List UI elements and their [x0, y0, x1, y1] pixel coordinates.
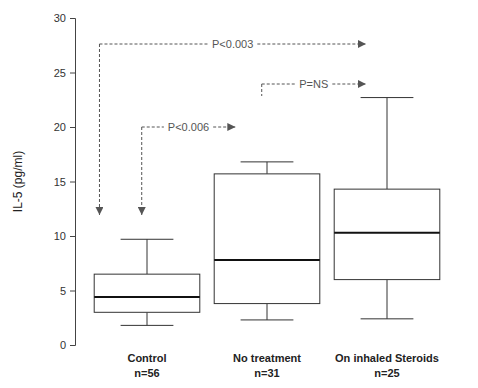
lower-whisker [387, 280, 388, 319]
category-note: n=31 [254, 367, 279, 379]
box-group [94, 239, 200, 325]
comparison-arrow [332, 84, 366, 85]
box-group [334, 98, 440, 319]
y-tick: 30 [54, 12, 75, 24]
category-note: n=25 [374, 367, 399, 379]
y-tick-mark [70, 18, 75, 19]
y-axis-line [70, 19, 76, 346]
comparison: P=NS [262, 78, 366, 96]
y-tick-mark [70, 345, 75, 346]
comparison-arrow [257, 44, 366, 45]
upper-whisker [267, 162, 268, 174]
upper-whisker [387, 98, 388, 190]
box [214, 174, 320, 304]
upper-cap [241, 161, 294, 162]
comparison-line [262, 84, 296, 85]
comparison-label: P=NS [299, 78, 328, 90]
comparison-drop [141, 127, 142, 215]
lower-whisker [147, 312, 148, 325]
y-axis: 0 5 10 15 20 25 30 [54, 12, 76, 351]
y-tick-mark [70, 291, 75, 292]
box [94, 274, 200, 312]
comparison-label: P<0.006 [168, 121, 209, 133]
y-tick: 25 [54, 67, 75, 79]
y-tick-label: 20 [54, 121, 66, 133]
lower-cap [361, 318, 414, 319]
median [94, 296, 200, 298]
lower-whisker [267, 304, 268, 320]
lower-cap [241, 319, 294, 320]
y-tick-label: 0 [60, 339, 66, 351]
y-tick-mark [70, 127, 75, 128]
box [334, 189, 440, 279]
comparison-line [99, 44, 208, 45]
comparison-label: P<0.003 [212, 38, 253, 50]
chart: 0 5 10 15 20 25 30 IL-5 (pg/ml) Control n=56 No tr… [0, 0, 478, 388]
upper-cap [121, 239, 174, 240]
y-tick-mark [70, 182, 75, 183]
y-tick-label: 5 [60, 285, 66, 297]
upper-whisker [147, 239, 148, 274]
category-label: No treatment [233, 352, 301, 364]
category-note: n=56 [134, 367, 159, 379]
y-tick: 20 [54, 121, 75, 133]
lower-cap [121, 325, 174, 326]
median [214, 259, 320, 261]
y-tick: 5 [60, 285, 75, 297]
boxes [94, 98, 440, 326]
y-tick-mark [70, 73, 75, 74]
comparison: P<0.003 [99, 38, 365, 215]
comparison: P<0.006 [142, 121, 236, 215]
comparison-line [142, 127, 164, 128]
y-tick-label: 15 [54, 176, 66, 188]
y-tick-label: 25 [54, 67, 66, 79]
comparison-drop [261, 84, 262, 96]
y-tick: 0 [60, 339, 75, 351]
median [334, 232, 440, 234]
y-tick-mark [70, 236, 75, 237]
upper-cap [361, 97, 414, 98]
y-tick: 15 [54, 176, 75, 188]
annotations: P<0.003 P<0.006 P=NS [99, 38, 365, 215]
comparison-drop [99, 44, 100, 215]
y-tick-label: 10 [54, 230, 66, 242]
box-group [214, 162, 320, 320]
y-tick-label: 30 [54, 12, 66, 24]
category-label: Control [127, 352, 166, 364]
y-axis-title: IL-5 (pg/ml) [11, 151, 25, 212]
category-label: On inhaled Steroids [335, 352, 439, 364]
comparison-arrow [213, 127, 235, 128]
y-tick: 10 [54, 230, 75, 242]
